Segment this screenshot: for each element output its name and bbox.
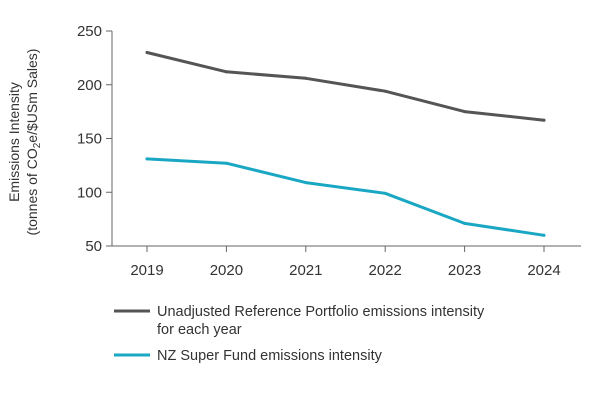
legend-item-nz-super-fund: NZ Super Fund emissions intensity [114, 348, 383, 364]
legend: Unadjusted Reference Portfolio emissions… [114, 304, 485, 364]
x-tick-label: 2024 [527, 262, 560, 279]
chart-axes [111, 31, 581, 247]
x-tick-label: 2022 [369, 262, 402, 279]
data-point-reference-portfolio [542, 118, 546, 122]
data-point-nz-super-fund [304, 181, 308, 185]
legend-item-reference-portfolio: Unadjusted Reference Portfolio emissions… [114, 304, 485, 338]
data-point-nz-super-fund [542, 233, 546, 237]
y-axis-label-line1: Emissions Intensity [6, 82, 22, 202]
y-tick-label: 50 [85, 238, 102, 255]
x-tick-label: 2019 [130, 262, 163, 279]
series-line-nz-super-fund [145, 157, 546, 237]
y-axis-label: Emissions Intensity (tonnes of CO2e/$USm… [6, 49, 43, 236]
x-axis-ticks: 2019 2020 2021 2022 2023 2024 [130, 246, 561, 279]
series-line-reference-portfolio [145, 51, 546, 122]
series-lines [145, 51, 546, 237]
legend-label-reference-portfolio-line2: for each year [157, 322, 242, 338]
data-point-reference-portfolio [224, 70, 228, 74]
y-axis-label-line2: (tonnes of CO2e/$USm Sales) [24, 49, 43, 236]
data-point-reference-portfolio [304, 76, 308, 80]
y-tick-label: 100 [77, 184, 102, 201]
y-tick-label: 200 [77, 77, 102, 94]
legend-label-nz-super-fund: NZ Super Fund emissions intensity [157, 348, 383, 364]
x-tick-label: 2020 [210, 262, 243, 279]
data-point-reference-portfolio [145, 51, 149, 54]
data-point-nz-super-fund [145, 157, 149, 161]
data-point-nz-super-fund [224, 161, 228, 165]
x-tick-label: 2023 [448, 262, 481, 279]
data-point-nz-super-fund [463, 221, 467, 225]
data-point-reference-portfolio [463, 110, 467, 114]
legend-label-reference-portfolio-line1: Unadjusted Reference Portfolio emissions… [157, 304, 485, 320]
y-tick-label: 150 [77, 131, 102, 148]
x-tick-label: 2021 [289, 262, 322, 279]
data-point-nz-super-fund [383, 191, 387, 195]
data-point-reference-portfolio [383, 89, 387, 93]
y-tick-label: 250 [77, 23, 102, 40]
y-axis-ticks: 50 100 150 200 250 [77, 23, 112, 255]
